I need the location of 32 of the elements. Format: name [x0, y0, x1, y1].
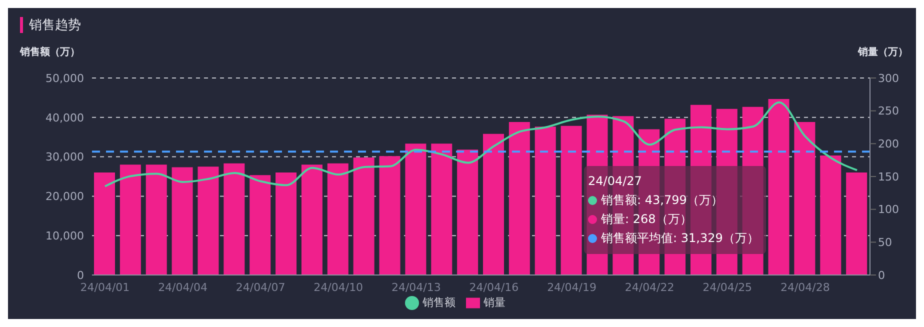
annotation: 24/04/27 — [588, 173, 642, 190]
x-tick-label: 24/04/10 — [314, 280, 364, 294]
x-tick-label: 24/04/07 — [236, 280, 286, 294]
x-tick-label: 24/04/16 — [469, 280, 519, 294]
x-tick-label: 24/04/19 — [547, 280, 596, 294]
x-tick-label: 24/04/04 — [158, 280, 208, 294]
y2-tick-label: 250 — [878, 104, 899, 118]
y-tick-label: 0 — [77, 268, 84, 282]
y-tick-label: 20,000 — [46, 190, 84, 204]
y2-tick-label: 150 — [878, 170, 899, 184]
y-tick-label: 10,000 — [46, 230, 84, 243]
legend-label: 销量 — [484, 296, 506, 309]
y-axis-title: 销售额（万） — [20, 45, 80, 59]
x-tick-label: 24/04/01 — [80, 280, 130, 294]
chart-title: 销售趋势 — [29, 17, 81, 34]
y-tick-label: 30,000 — [46, 150, 84, 164]
y2-tick-label: 0 — [878, 268, 885, 282]
legend-label: 销售额 — [422, 296, 456, 309]
annotation: 销售额平均值: 31,329（万） — [601, 230, 759, 247]
y2-axis-title: 销量（万） — [858, 46, 908, 59]
y2-tick-label: 200 — [878, 138, 899, 151]
x-tick-label: 24/04/28 — [780, 280, 830, 294]
x-tick-label: 24/04/13 — [391, 280, 441, 294]
x-tick-label: 24/04/25 — [702, 280, 752, 294]
annotation: 销售额: 43,799（万） — [601, 192, 723, 209]
x-tick-label: 24/04/22 — [624, 280, 674, 294]
y2-tick-label: 100 — [878, 203, 899, 216]
y-tick-label: 40,000 — [46, 111, 84, 124]
y-tick-label: 50,000 — [46, 72, 84, 85]
y2-tick-label: 300 — [878, 72, 899, 85]
y2-tick-label: 50 — [878, 236, 892, 250]
annotation: 销量: 268（万） — [601, 211, 692, 228]
